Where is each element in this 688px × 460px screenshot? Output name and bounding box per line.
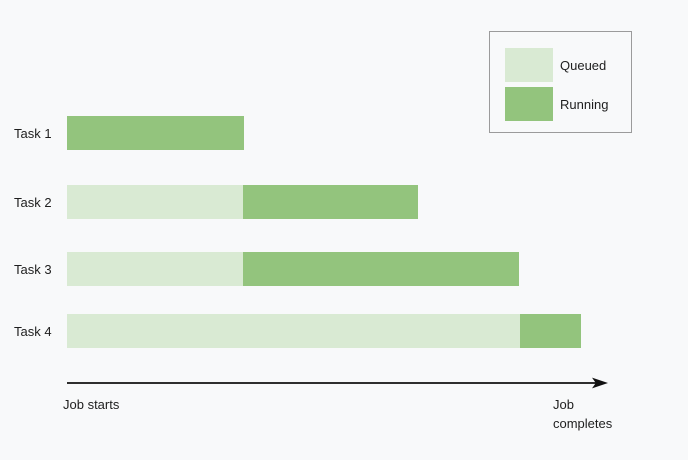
axis-end-label: Job completes [553,397,613,431]
bar-track [67,252,607,286]
running-bar-segment [520,314,581,348]
axis-start-label: Job starts [63,397,120,412]
task-label: Task 3 [14,261,52,277]
legend-label-queued: Queued [560,57,607,73]
task-label: Task 1 [14,125,52,141]
bar-track [67,116,607,150]
task-label: Task 2 [14,194,52,210]
task-row-4: Task 4 [0,314,688,348]
bar-track [67,185,607,219]
legend: Queued Running [489,31,632,133]
running-bar-segment [243,252,519,286]
task-row-2: Task 2 [0,185,688,219]
time-axis-arrow [67,377,608,389]
running-swatch [505,87,553,121]
queued-bar-segment [67,314,520,348]
bar-track [67,314,607,348]
task-label: Task 4 [14,323,52,339]
running-bar-segment [67,116,244,150]
legend-label-running: Running [560,96,609,112]
running-bar-segment [243,185,418,219]
queued-bar-segment [67,252,243,286]
task-row-1: Task 1 [0,116,688,150]
queued-bar-segment [67,185,243,219]
arrowhead-icon [592,377,608,389]
task-row-3: Task 3 [0,252,688,286]
queued-swatch [505,48,553,82]
